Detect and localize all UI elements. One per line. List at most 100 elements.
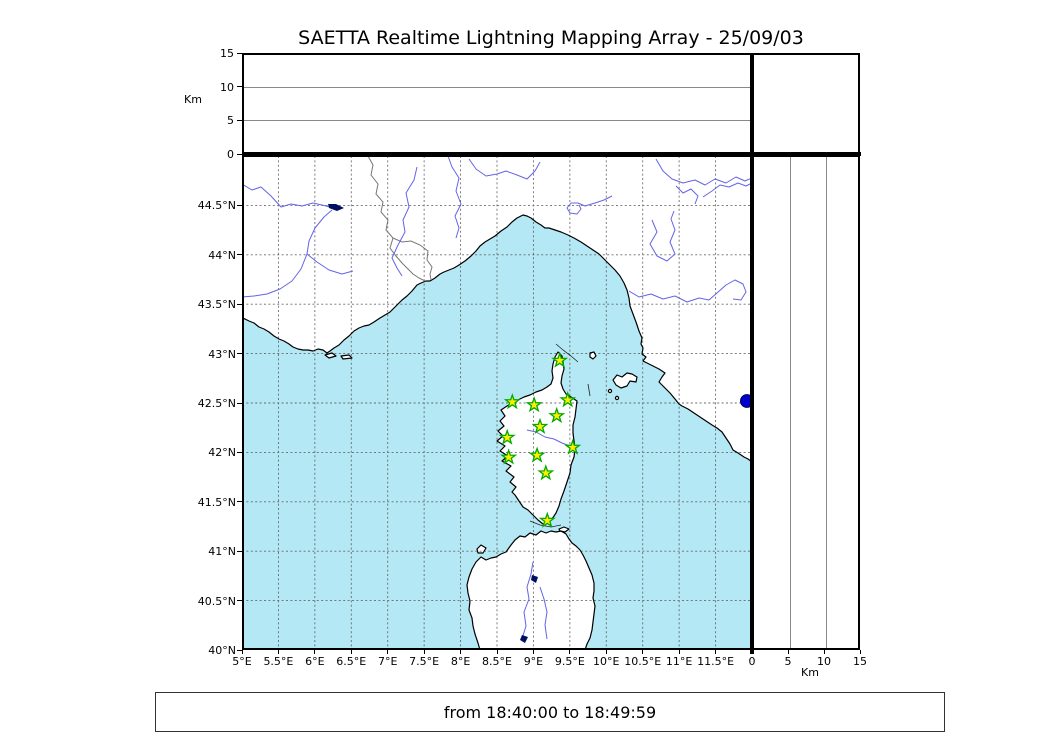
lon-tick-mark [277,650,279,654]
right-altitude-tick-label: 0 [748,655,756,668]
lon-tick-label: 9°E [523,655,544,668]
lon-tick-label: 8°E [450,655,471,668]
lon-tick-label: 9.5°E [554,655,585,668]
lat-tick-mark [237,254,242,256]
altitude-latitude-panel [752,155,860,650]
right-altitude-tick-mark [787,650,789,654]
station-marker [559,391,577,408]
altitude-tick-label: 5 [227,114,234,128]
station-marker [538,511,556,528]
station-marker [525,396,543,413]
lat-tick-label: 41°N [208,545,236,559]
station-marker [551,351,569,368]
lat-tick-mark [237,353,242,355]
altitude-tick-mark [237,86,242,88]
lon-tick-mark [605,650,607,654]
lon-tick-label: 7.5°E [409,655,440,668]
lat-tick-label: 41.5°N [197,495,236,509]
lat-tick-label: 44°N [208,248,236,262]
lon-tick-mark [460,650,462,654]
lon-tick-label: 8.5°E [482,655,512,668]
rivers [242,155,752,640]
panel-separator-horizontal [242,152,861,156]
time-range-text: from 18:40:00 to 18:49:59 [443,702,657,722]
lon-tick-label: 11°E [665,655,693,668]
altitude-tick-label: 10 [220,80,234,94]
right-altitude-tick-label: 10 [817,655,831,668]
lat-tick-mark [237,649,242,651]
station-marker [564,438,582,455]
lat-tick-mark [237,451,242,453]
lat-tick-label: 40.5°N [197,594,236,608]
station-markers [498,351,582,528]
lon-tick-mark [715,650,717,654]
altitude-tick-mark [237,52,242,54]
lon-tick-label: 5.5°E [263,655,294,668]
geographic-map [242,155,752,650]
lat-tick-mark [237,501,242,503]
right-altitude-tick-label: 5 [784,655,792,668]
lon-tick-mark [241,650,243,654]
station-marker [548,406,566,424]
altitude-tick-label: 0 [227,148,234,161]
altitude-axis-unit-right: Km [801,666,819,679]
station-marker [503,392,521,410]
lat-tick-mark [237,303,242,305]
lon-tick-label: 6.5°E [336,655,367,668]
panel-separator-vertical [750,53,754,654]
lon-tick-label: 5°E [232,655,252,668]
lat-tick-mark [237,600,242,602]
land-fills [242,156,752,650]
station-marker [500,448,518,465]
station-marker [537,464,555,481]
right-altitude-tick-mark [751,650,753,654]
lon-tick-label: 10.5°E [624,655,662,668]
right-altitude-tick-mark [859,650,861,654]
altitude-gridline-10km [244,86,750,88]
altitude-tick-label: 15 [220,47,234,60]
lon-tick-label: 11.5°E [697,655,735,668]
station-marker [498,428,516,445]
lat-tick-mark [237,402,242,404]
lat-tick-label: 43.5°N [197,298,236,312]
lakes [328,204,538,643]
altitude-gridline-10km [826,157,827,648]
coastlines [242,155,752,650]
lon-tick-label: 10°E [593,655,620,668]
lat-tick-label: 40°N [208,644,236,657]
lon-tick-mark [423,650,425,654]
country-borders [367,155,433,282]
lon-tick-label: 7°E [377,655,398,668]
page-title: SAETTA Realtime Lightning Mapping Array … [298,27,804,49]
lon-tick-mark [350,650,352,654]
sea-lines [529,343,591,528]
lat-tick-mark [237,550,242,552]
altitude-gridline-5km [244,120,750,122]
lat-tick-mark [237,204,242,206]
lon-tick-mark [678,650,680,654]
lon-tick-mark [314,650,316,654]
lake-dot [740,394,752,408]
corner-panel [752,53,860,156]
right-altitude-tick-mark [823,650,825,654]
lat-tick-label: 43°N [208,347,236,361]
altitude-gridline-5km [790,157,791,648]
lon-tick-mark [387,650,389,654]
lon-tick-mark [569,650,571,654]
altitude-tick-mark [237,153,242,155]
lat-tick-label: 42.5°N [197,397,236,410]
time-range-box: from 18:40:00 to 18:49:59 [155,692,945,732]
lat-tick-label: 42°N [208,446,236,460]
lon-tick-mark [532,650,534,654]
altitude-axis-unit-left: Km [184,93,202,106]
lon-tick-label: 6°E [305,655,325,668]
right-altitude-tick-label: 15 [853,655,867,668]
station-marker [531,417,549,435]
lon-tick-mark [642,650,644,654]
lat-tick-label: 44.5°N [197,199,236,213]
station-marker [528,446,546,463]
altitude-tick-mark [237,119,242,121]
lon-tick-mark [496,650,498,654]
